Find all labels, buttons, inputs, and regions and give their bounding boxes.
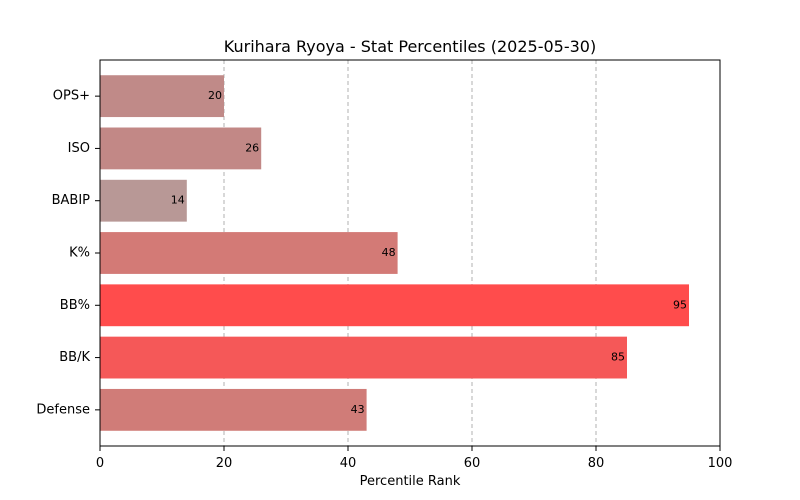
y-tick-label: K% bbox=[69, 246, 90, 261]
x-tick-label: 0 bbox=[96, 456, 104, 471]
bar-value-label: 14 bbox=[171, 194, 185, 207]
y-tick-label: BB% bbox=[60, 298, 90, 313]
y-tick-label: Defense bbox=[36, 402, 90, 417]
bar-value-label: 43 bbox=[351, 403, 365, 416]
x-tick-label: 80 bbox=[588, 456, 605, 471]
x-axis-label: Percentile Rank bbox=[360, 474, 461, 489]
x-tick-label: 40 bbox=[340, 456, 357, 471]
chart-title: Kurihara Ryoya - Stat Percentiles (2025-… bbox=[224, 37, 596, 56]
x-tick-label: 100 bbox=[708, 456, 733, 471]
bar-value-label: 85 bbox=[611, 351, 625, 364]
x-tick-label: 20 bbox=[216, 456, 233, 471]
bar-value-label: 20 bbox=[208, 89, 222, 102]
bar-ops- bbox=[100, 75, 224, 118]
x-axis-ticks: 0 20 40 60 80 100 bbox=[96, 446, 733, 471]
bar-k- bbox=[100, 232, 398, 274]
data-labels: 20 26 14 48 95 85 43 bbox=[171, 89, 687, 416]
bar-value-label: 48 bbox=[382, 246, 396, 259]
bar-iso bbox=[100, 127, 262, 170]
bar-defense bbox=[100, 388, 367, 431]
y-tick-label: BABIP bbox=[52, 193, 91, 208]
y-tick-label: OPS+ bbox=[53, 89, 90, 104]
bar-bb-k bbox=[100, 336, 627, 379]
bar-babip bbox=[100, 179, 187, 222]
bar-value-label: 95 bbox=[673, 298, 687, 311]
y-tick-label: ISO bbox=[68, 141, 90, 156]
y-axis-ticks: OPS+ ISO BABIP K% BB% BB/K Defense bbox=[36, 89, 100, 417]
bar-bb- bbox=[100, 284, 689, 327]
y-tick-label: BB/K bbox=[59, 350, 90, 365]
x-tick-label: 60 bbox=[464, 456, 481, 471]
bar-value-label: 26 bbox=[245, 141, 259, 154]
bars bbox=[100, 75, 689, 431]
